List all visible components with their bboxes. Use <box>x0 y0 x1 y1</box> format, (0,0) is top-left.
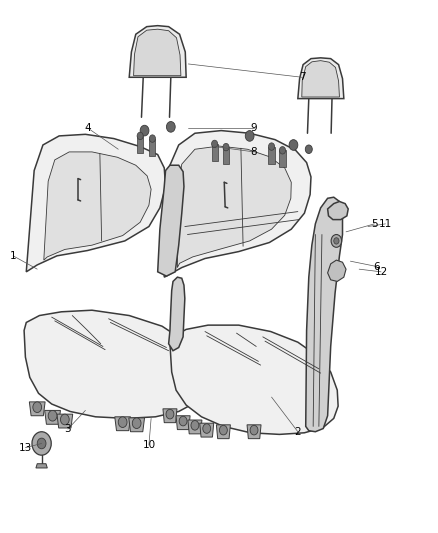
Text: 12: 12 <box>374 267 388 277</box>
Text: 5: 5 <box>371 219 378 229</box>
Circle shape <box>331 235 342 247</box>
Text: 10: 10 <box>142 440 155 450</box>
Text: 6: 6 <box>373 262 380 271</box>
Text: 2: 2 <box>294 427 301 437</box>
Polygon shape <box>115 417 131 431</box>
Circle shape <box>137 132 143 140</box>
Polygon shape <box>29 402 45 416</box>
Polygon shape <box>163 409 177 423</box>
Circle shape <box>203 424 211 433</box>
Circle shape <box>149 135 155 142</box>
Circle shape <box>166 409 174 419</box>
Circle shape <box>132 418 141 429</box>
Polygon shape <box>44 152 151 260</box>
Text: 1: 1 <box>10 251 17 261</box>
Polygon shape <box>177 146 291 268</box>
Circle shape <box>191 421 199 430</box>
Circle shape <box>305 145 312 154</box>
Text: 4: 4 <box>84 123 91 133</box>
Text: 11: 11 <box>379 219 392 229</box>
Circle shape <box>219 425 227 435</box>
Text: 3: 3 <box>64 424 71 434</box>
Circle shape <box>279 147 286 154</box>
Polygon shape <box>328 260 346 281</box>
Circle shape <box>166 122 175 132</box>
Circle shape <box>33 402 42 413</box>
Text: 8: 8 <box>251 147 258 157</box>
Polygon shape <box>216 425 230 439</box>
Polygon shape <box>200 423 214 437</box>
Circle shape <box>223 143 229 151</box>
Polygon shape <box>164 131 311 277</box>
Polygon shape <box>279 150 286 167</box>
Polygon shape <box>176 416 190 430</box>
Circle shape <box>32 432 51 455</box>
Polygon shape <box>306 197 343 432</box>
Polygon shape <box>158 165 184 276</box>
Polygon shape <box>328 201 348 220</box>
Text: 13: 13 <box>19 443 32 453</box>
Circle shape <box>179 416 187 426</box>
Polygon shape <box>137 136 143 153</box>
Circle shape <box>250 425 258 435</box>
Polygon shape <box>129 26 186 77</box>
Polygon shape <box>134 29 181 76</box>
Circle shape <box>48 410 57 421</box>
Polygon shape <box>223 147 229 164</box>
Circle shape <box>245 131 254 141</box>
Circle shape <box>37 438 46 449</box>
Polygon shape <box>36 464 47 468</box>
Polygon shape <box>170 325 338 434</box>
Polygon shape <box>45 410 60 424</box>
Circle shape <box>212 140 218 148</box>
Polygon shape <box>129 418 145 432</box>
Polygon shape <box>302 61 339 97</box>
Polygon shape <box>212 144 218 161</box>
Polygon shape <box>24 310 201 418</box>
Polygon shape <box>57 414 73 428</box>
Circle shape <box>268 143 275 150</box>
Circle shape <box>60 414 69 425</box>
Polygon shape <box>149 139 155 156</box>
Polygon shape <box>268 147 275 164</box>
Polygon shape <box>188 420 202 434</box>
Circle shape <box>140 125 149 136</box>
Polygon shape <box>298 58 344 99</box>
Circle shape <box>118 417 127 427</box>
Text: 7: 7 <box>299 72 306 82</box>
Circle shape <box>289 140 298 150</box>
Polygon shape <box>169 277 185 351</box>
Text: 9: 9 <box>251 123 258 133</box>
Polygon shape <box>247 425 261 439</box>
Circle shape <box>334 238 339 244</box>
Polygon shape <box>26 134 166 272</box>
